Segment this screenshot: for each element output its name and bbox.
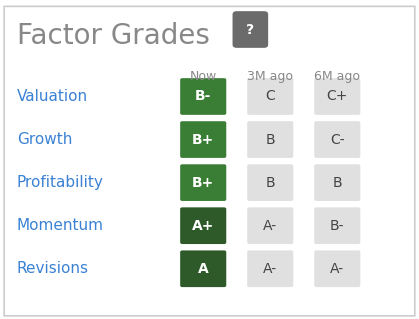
Text: Growth: Growth — [17, 132, 72, 147]
Text: 6M ago: 6M ago — [314, 70, 360, 83]
FancyBboxPatch shape — [314, 164, 360, 201]
Text: C-: C- — [330, 133, 344, 146]
Text: A+: A+ — [192, 219, 215, 233]
Text: B-: B- — [330, 219, 344, 233]
FancyBboxPatch shape — [180, 78, 226, 115]
FancyBboxPatch shape — [4, 6, 415, 316]
Text: B: B — [333, 176, 342, 189]
Text: Valuation: Valuation — [17, 89, 88, 104]
FancyBboxPatch shape — [180, 207, 226, 244]
Text: ?: ? — [246, 23, 254, 36]
Text: Factor Grades: Factor Grades — [17, 22, 210, 50]
Text: Revisions: Revisions — [17, 261, 89, 276]
Text: C+: C+ — [326, 90, 348, 103]
Text: Momentum: Momentum — [17, 218, 104, 233]
FancyBboxPatch shape — [247, 250, 293, 287]
Text: A-: A- — [330, 262, 344, 276]
FancyBboxPatch shape — [247, 207, 293, 244]
FancyBboxPatch shape — [314, 207, 360, 244]
FancyBboxPatch shape — [180, 250, 226, 287]
Text: B+: B+ — [192, 176, 215, 189]
Text: A-: A- — [263, 219, 277, 233]
Text: B+: B+ — [192, 133, 215, 146]
Text: Now: Now — [189, 70, 217, 83]
Text: A: A — [198, 262, 209, 276]
Text: B-: B- — [195, 90, 212, 103]
FancyBboxPatch shape — [247, 121, 293, 158]
FancyBboxPatch shape — [233, 11, 268, 48]
FancyBboxPatch shape — [314, 78, 360, 115]
Text: 3M ago: 3M ago — [247, 70, 293, 83]
Text: A-: A- — [263, 262, 277, 276]
Text: C: C — [265, 90, 275, 103]
Text: B: B — [266, 133, 275, 146]
FancyBboxPatch shape — [247, 164, 293, 201]
FancyBboxPatch shape — [247, 78, 293, 115]
FancyBboxPatch shape — [180, 121, 226, 158]
FancyBboxPatch shape — [314, 121, 360, 158]
FancyBboxPatch shape — [314, 250, 360, 287]
Text: Profitability: Profitability — [17, 175, 103, 190]
FancyBboxPatch shape — [180, 164, 226, 201]
Text: B: B — [266, 176, 275, 189]
